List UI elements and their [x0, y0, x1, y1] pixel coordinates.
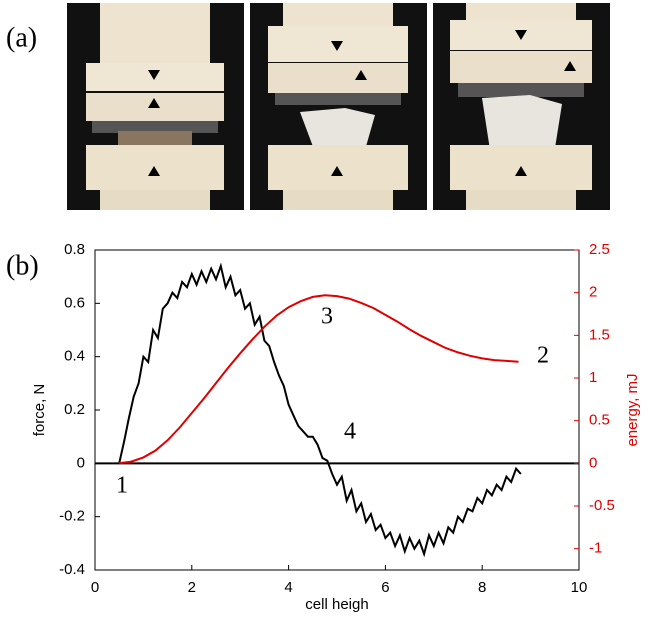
annotation: 3 — [321, 304, 333, 330]
x-tick-label: 2 — [188, 579, 196, 596]
y2-tick-label: 0 — [589, 454, 597, 471]
y-tick-label: -0.4 — [59, 561, 85, 578]
annotation: 1 — [116, 473, 128, 499]
y-axis-label: force, N — [31, 384, 48, 437]
y-tick-label: 0.4 — [64, 348, 85, 365]
photo — [433, 3, 610, 210]
y-tick-label: -0.2 — [59, 508, 85, 525]
y2-axis-label: energy, mJ — [624, 373, 641, 446]
y2-tick-label: -0.5 — [589, 497, 615, 514]
y2-tick-label: 2 — [589, 284, 597, 301]
x-tick-label: 8 — [478, 579, 486, 596]
y2-tick-label: 2.5 — [589, 241, 610, 258]
line — [119, 294, 519, 465]
plot-frame — [94, 249, 580, 571]
x-tick-label: 0 — [91, 579, 99, 596]
panel-label: (a) — [6, 22, 37, 53]
y2-tick-label: -1 — [589, 540, 602, 557]
y2-tick-label: 1 — [589, 369, 597, 386]
annotation: 4 — [344, 419, 356, 445]
x-axis-label: cell heigh — [305, 596, 368, 613]
annotation: 2 — [537, 343, 549, 369]
x-tick-label: 10 — [571, 579, 588, 596]
photo — [67, 3, 244, 210]
y2-tick-label: 0.5 — [589, 412, 610, 429]
photo — [250, 3, 427, 210]
y-tick-label: 0.2 — [64, 401, 85, 418]
line — [118, 262, 522, 558]
panel-label: (b) — [6, 250, 39, 281]
x-tick-label: 4 — [284, 579, 292, 596]
y-tick-label: 0 — [77, 454, 85, 471]
x-tick-label: 6 — [381, 579, 389, 596]
y-tick-label: 0.8 — [64, 241, 85, 258]
y-tick-label: 0.6 — [64, 294, 85, 311]
y2-tick-label: 1.5 — [589, 326, 610, 343]
photos — [67, 3, 610, 210]
